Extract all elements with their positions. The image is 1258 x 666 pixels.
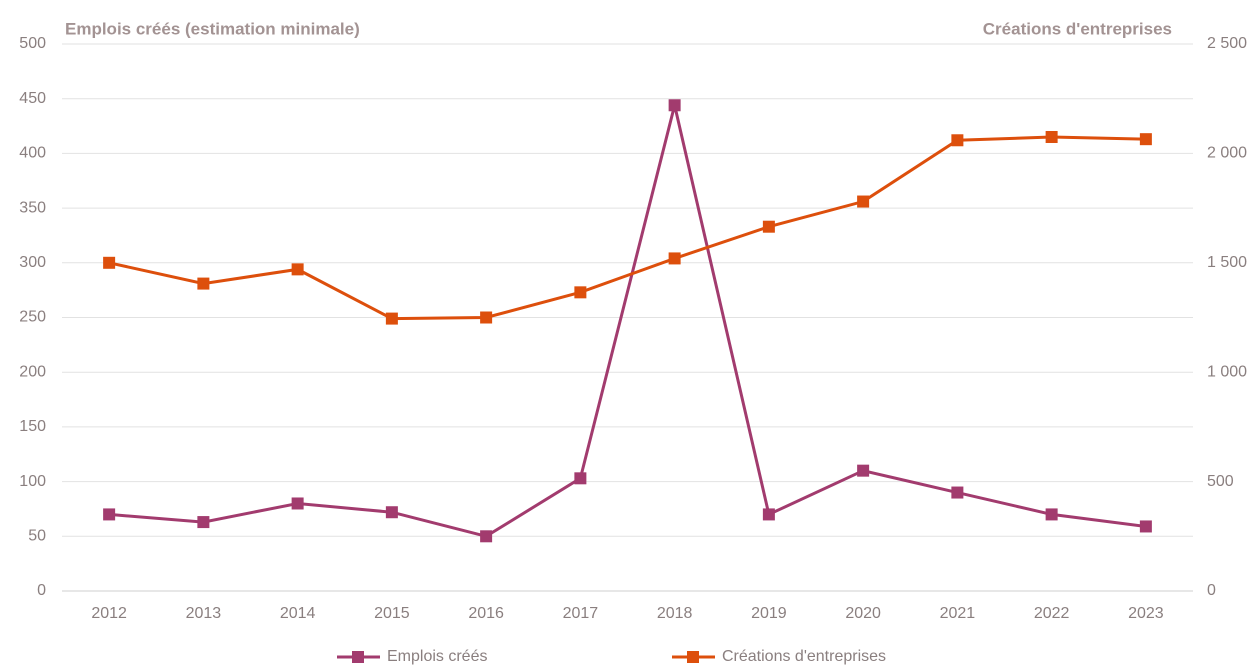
y2-tick-label: 1 000 — [1207, 363, 1247, 380]
y2-tick-label: 2 000 — [1207, 145, 1247, 162]
y-tick-label: 350 — [19, 199, 46, 216]
x-tick-label: 2016 — [468, 605, 504, 622]
x-tick-label: 2017 — [563, 605, 599, 622]
y-tick-label: 300 — [19, 254, 46, 271]
x-tick-label: 2014 — [280, 605, 316, 622]
point-marker — [197, 277, 210, 290]
x-tick-label: 2018 — [657, 605, 693, 622]
point-marker — [762, 220, 775, 233]
point-marker — [103, 508, 116, 521]
y-tick-label: 100 — [19, 473, 46, 490]
point-marker — [385, 312, 398, 325]
y-tick-label: 250 — [19, 309, 46, 326]
x-tick-label: 2023 — [1128, 605, 1164, 622]
x-tick-label: 2015 — [374, 605, 410, 622]
y-tick-label: 400 — [19, 145, 46, 162]
point-marker — [197, 516, 210, 529]
x-tick-label: 2013 — [186, 605, 222, 622]
series-line — [108, 135, 1146, 321]
point-marker — [1045, 508, 1058, 521]
point-marker — [574, 286, 587, 299]
point-marker — [951, 486, 964, 499]
y-tick-label: 200 — [19, 363, 46, 380]
point-marker — [480, 311, 493, 324]
x-tick-label: 2020 — [845, 605, 881, 622]
point-marker — [385, 506, 398, 519]
point-marker — [1139, 520, 1152, 533]
point-marker — [668, 99, 681, 112]
y-tick-label: 150 — [19, 418, 46, 435]
y-tick-label: 50 — [28, 528, 46, 545]
point-marker — [951, 134, 964, 147]
y-tick-label: 500 — [19, 35, 46, 52]
y-tick-label: 0 — [37, 582, 46, 599]
point-marker — [857, 195, 870, 208]
point-marker — [103, 256, 116, 269]
legend-label: Créations d'entreprises — [722, 648, 886, 665]
point-marker — [291, 497, 304, 510]
chart-title: Emplois créés (estimation minimale) — [65, 19, 360, 38]
point-marker — [857, 464, 870, 477]
y2-axis-title: Créations d'entreprises — [983, 19, 1172, 38]
y2-tick-label: 1 500 — [1207, 254, 1247, 271]
legend-marker — [687, 651, 699, 663]
x-tick-label: 2021 — [940, 605, 976, 622]
x-tick-label: 2022 — [1034, 605, 1070, 622]
legend-marker — [352, 651, 364, 663]
y2-tick-label: 2 500 — [1207, 35, 1247, 52]
point-marker — [668, 252, 681, 265]
point-marker — [1045, 130, 1058, 143]
x-tick-label: 2012 — [91, 605, 127, 622]
y2-tick-label: 500 — [1207, 473, 1234, 490]
point-marker — [762, 508, 775, 521]
point-marker — [1139, 133, 1152, 146]
y2-tick-label: 0 — [1207, 582, 1216, 599]
y-tick-label: 450 — [19, 90, 46, 107]
x-tick-label: 2019 — [751, 605, 787, 622]
point-marker — [574, 472, 587, 485]
point-marker — [480, 530, 493, 543]
point-marker — [291, 263, 304, 276]
legend-label: Emplois créés — [387, 648, 487, 665]
series-line — [109, 104, 1147, 538]
